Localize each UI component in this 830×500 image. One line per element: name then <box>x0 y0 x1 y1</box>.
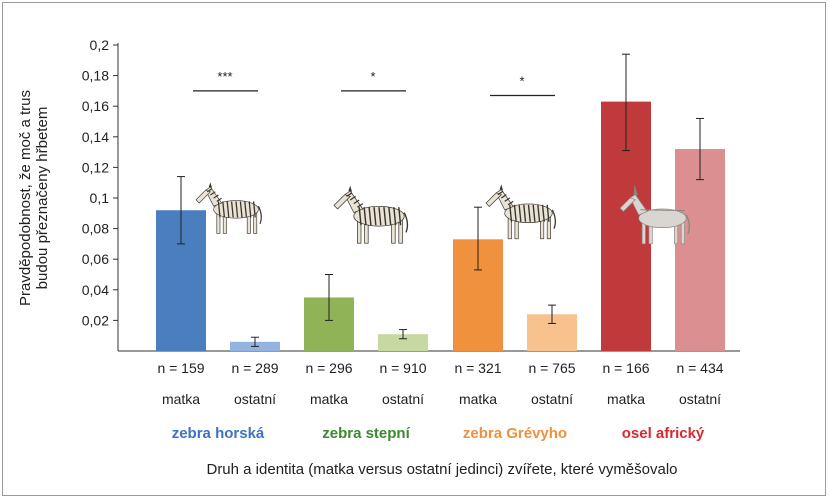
y-tick-label: 0,12 <box>82 159 109 175</box>
plains-zebra-icon <box>333 185 409 244</box>
african-donkey-icon <box>619 184 690 245</box>
y-tick-label: 0,14 <box>82 129 109 145</box>
y-tick-label: 0,2 <box>90 37 110 53</box>
sample-size-label: n = 765 <box>528 360 575 376</box>
y-tick-label: 0,1 <box>90 190 110 206</box>
y-axis-label-line1: Pravděpodobnost, že moč a trus <box>17 90 34 306</box>
y-axis-label-line2: budou přeznačeny hřbetem <box>34 107 51 290</box>
category-label: ostatní <box>234 391 276 407</box>
animal-icons <box>195 182 690 245</box>
category-label: ostatní <box>679 391 721 407</box>
significance-stars: * <box>519 73 524 88</box>
category-label: matka <box>459 391 497 407</box>
bar <box>675 149 725 351</box>
axes: 0,02 0,04 0,06 0,08 0,1 0,12 0,14 0,16 0,18 0,2 <box>82 37 740 352</box>
category-label: matka <box>162 391 200 407</box>
sample-size-label: n = 910 <box>379 360 426 376</box>
significance-stars: *** <box>217 69 232 84</box>
category-label: ostatní <box>531 391 573 407</box>
y-tick-label: 0,04 <box>82 282 109 298</box>
sample-size-label: n = 159 <box>157 360 204 376</box>
y-tick-label: 0,02 <box>82 312 109 328</box>
sample-size-label: n = 321 <box>454 360 501 376</box>
x-axis-label: Druh a identita (matka versus ostatní je… <box>206 461 677 478</box>
sample-size-label: n = 166 <box>602 360 649 376</box>
bars <box>156 101 725 351</box>
y-tick-label: 0,08 <box>82 221 109 237</box>
group-label: zebra stepní <box>322 425 410 442</box>
sample-size-label: n = 434 <box>676 360 723 376</box>
error-bars <box>177 53 704 347</box>
group-label: osel africký <box>622 425 705 442</box>
y-tick-label: 0,06 <box>82 251 109 267</box>
bar <box>378 334 428 351</box>
category-label: matka <box>310 391 348 407</box>
significance-stars: * <box>370 69 375 84</box>
sample-size-label: n = 289 <box>231 360 278 376</box>
category-label: ostatní <box>382 391 424 407</box>
sample-size-label: n = 296 <box>305 360 352 376</box>
group-label: zebra horská <box>172 425 265 442</box>
mountain-zebra-icon <box>195 182 262 234</box>
significance-markers: *** * * <box>193 69 555 97</box>
group-label: zebra Grévyho <box>463 425 567 442</box>
category-label: matka <box>607 391 645 407</box>
grevys-zebra-icon <box>485 184 556 240</box>
y-tick-label: 0,18 <box>82 68 109 84</box>
y-tick-label: 0,16 <box>82 98 109 114</box>
category-labels: n = 159 matka n = 289 ostatní n = 296 matka n … <box>157 360 723 442</box>
